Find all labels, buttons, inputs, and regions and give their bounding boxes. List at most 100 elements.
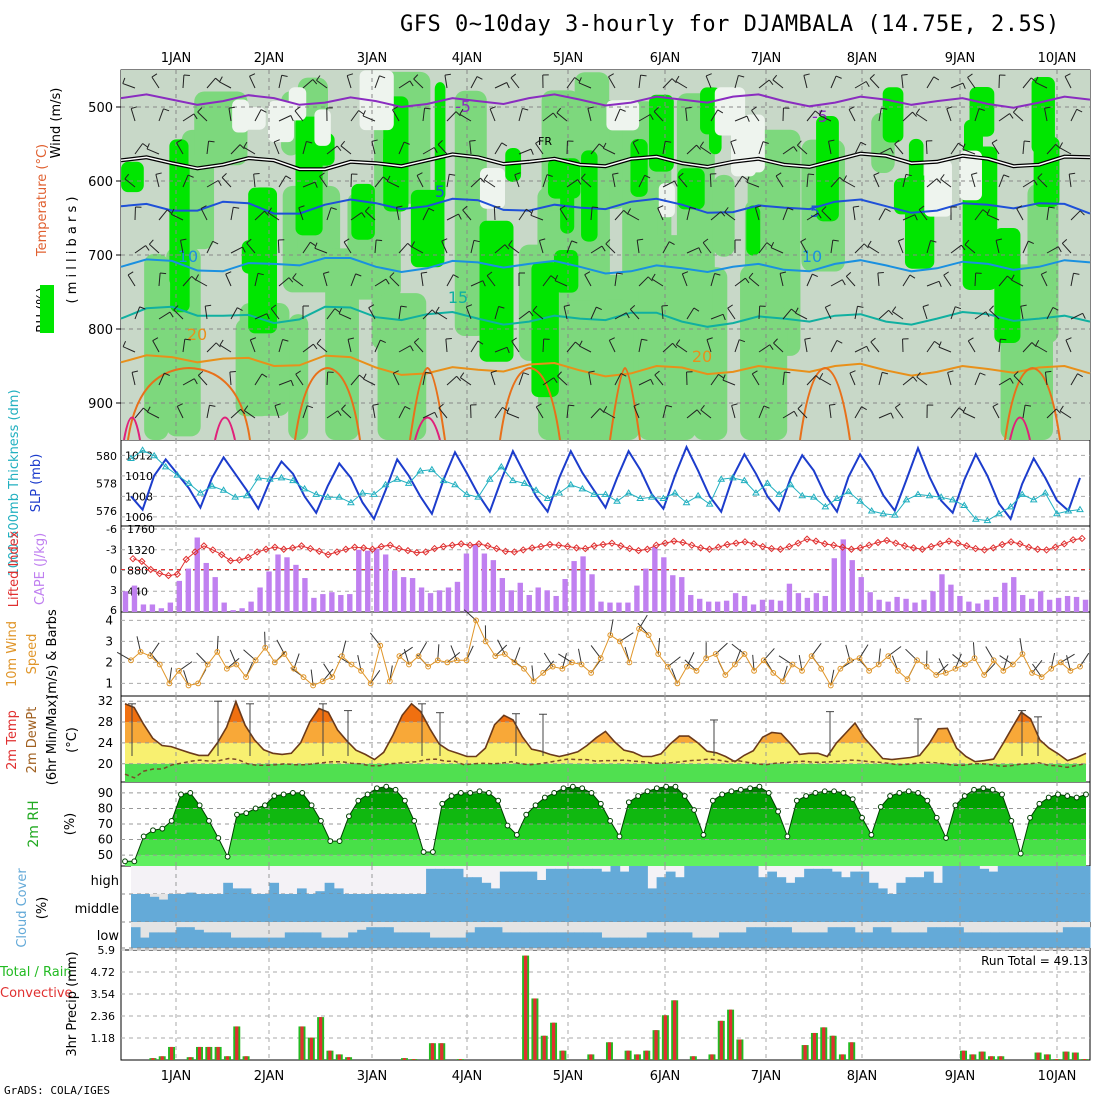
cloud-bar-middle (334, 894, 344, 922)
cloud-bar-middle (1035, 894, 1045, 922)
cloud-bar-middle (906, 894, 916, 922)
cloud-bar-low (1045, 932, 1055, 948)
cloud-bar-high (1035, 866, 1045, 894)
cloud-bar-high (961, 866, 971, 894)
rh-marker (337, 839, 342, 844)
cloud-bar-middle (546, 894, 556, 922)
wind-barb-flag (230, 372, 236, 373)
cloud-bar-middle (564, 894, 574, 922)
day-label-bottom: 5JAN (553, 1069, 584, 1084)
cloud-bar-low (294, 932, 304, 948)
cloud-bar-low (782, 927, 792, 948)
cloud-bar-high (1007, 866, 1017, 894)
y-tick-label: 700 (88, 249, 113, 264)
day-label-top: 3JAN (357, 51, 388, 66)
precip-conv-bar (664, 1015, 667, 1060)
cloud-bar-middle (638, 894, 648, 922)
cloud-bar-high (325, 883, 335, 894)
cloud-bar-high (1016, 866, 1026, 894)
cloud-bar-middle (896, 894, 906, 922)
cloud-bar-low (900, 932, 910, 948)
precip-conv-bar (831, 1036, 834, 1060)
cloud-bar-low (366, 927, 376, 948)
rh-band (121, 782, 1090, 793)
cloud-bar-low (221, 932, 231, 948)
cloud-bar-low (574, 932, 584, 948)
cloud-bar-high (970, 866, 980, 894)
cape-bar (365, 551, 370, 612)
cloud-bar-high (915, 877, 925, 894)
cloud-bar-low (240, 938, 250, 948)
rh-marker (1037, 801, 1042, 806)
wind-barb-flag (784, 372, 790, 373)
cloud-bar-low (638, 938, 648, 948)
cloud-bar-high (841, 877, 851, 894)
cloud-bar-low (611, 938, 621, 948)
cloud-bar-high (721, 866, 731, 894)
cloud-bar-low (665, 932, 675, 948)
rh-marker (953, 803, 958, 808)
rh-marker (822, 789, 827, 794)
cloud-bar-low (1000, 932, 1010, 948)
cloud-level-label: low (97, 929, 120, 944)
rh-band (121, 855, 1090, 866)
precip-conv-bar (151, 1058, 154, 1060)
cloud-bar-high (740, 866, 750, 894)
cape-bar (221, 603, 226, 612)
cloud-bar-high (786, 883, 796, 894)
label-precip: 3hr Precip (mm) (65, 951, 80, 1056)
label-rh-unit: (%) (63, 813, 78, 836)
rh-marker (785, 834, 790, 839)
precip-conv-bar (720, 1021, 723, 1060)
rh-band-dry (314, 109, 330, 146)
cloud-bar-middle (251, 894, 261, 922)
cloud-bar-low (330, 938, 340, 948)
cloud-bar-high (942, 866, 952, 894)
precip-conv-bar (692, 1056, 695, 1060)
cloud-bar-high (592, 869, 602, 894)
cloud-bar-high (297, 888, 307, 894)
cape-bar (1065, 596, 1070, 612)
cape-bar (1011, 577, 1016, 612)
label-lifted-index: Lifted Index (7, 530, 22, 607)
cape-bar (894, 597, 899, 612)
wind-barb (975, 273, 976, 286)
cape-bar (805, 598, 810, 612)
precip-conv-bar (673, 1000, 676, 1060)
rh-marker (449, 794, 454, 799)
cloud-bar-high (620, 872, 630, 894)
cloud-bar-low (828, 927, 838, 948)
cloud-bar-middle (970, 894, 980, 922)
cloud-bar-low (936, 927, 946, 948)
cloud-bar-high (813, 869, 823, 894)
cloud-bar-high (693, 866, 703, 894)
rh-marker (458, 790, 463, 795)
cape-bar (850, 560, 855, 612)
label-slp: SLP (mb) (29, 454, 44, 513)
cloud-bar-high (232, 888, 242, 894)
rh-marker (179, 792, 184, 797)
wind-barb-flag (808, 174, 814, 175)
precip-conv-bar (198, 1047, 201, 1060)
cape-bar (329, 592, 334, 612)
cape-bar (903, 599, 908, 612)
rh-marker (636, 794, 641, 799)
cape-bar (464, 554, 469, 612)
cloud-bar-middle (159, 900, 169, 922)
cloud-bar-high (896, 883, 906, 894)
cloud-bar-middle (454, 894, 464, 922)
cloud-bar-middle (1044, 894, 1054, 922)
cape-bar (239, 608, 244, 612)
rh-marker (141, 834, 146, 839)
label-minmax: (6hr Min/Max) (45, 695, 60, 785)
cape-bar (1020, 595, 1025, 612)
day-label-bottom: 9JAN (945, 1069, 976, 1084)
rh-marker (253, 806, 258, 811)
cloud-bar-high (1025, 866, 1035, 894)
rh-marker (505, 823, 510, 828)
precip-conv-bar (217, 1047, 220, 1060)
cloud-bar-middle (380, 894, 390, 922)
cloud-bar-high (638, 866, 648, 894)
rh-marker (673, 784, 678, 789)
rh-marker (748, 786, 753, 791)
